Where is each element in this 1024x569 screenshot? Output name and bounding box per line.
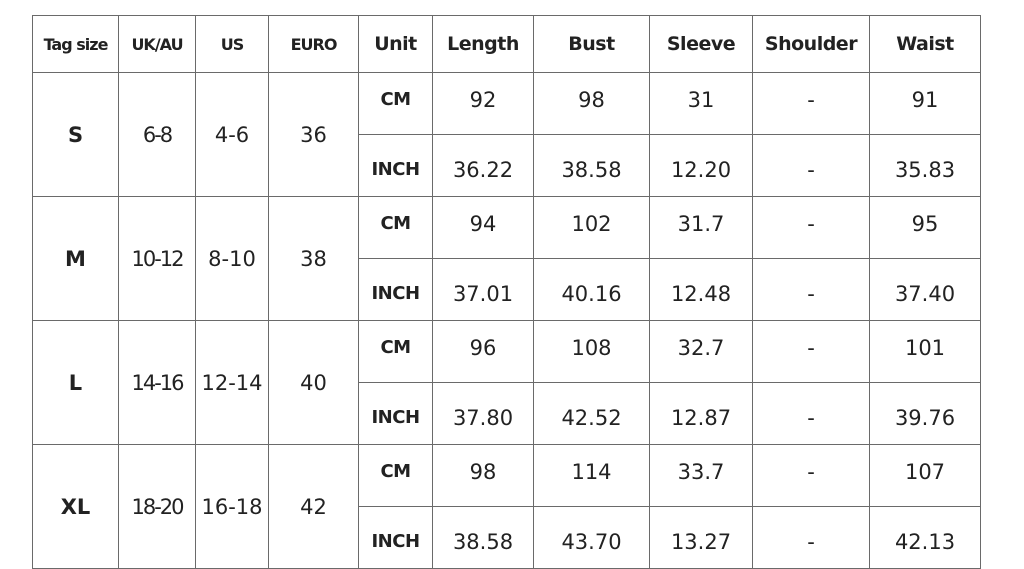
uk-au-cell: 14-16 xyxy=(118,320,196,445)
table-row: S 6-8 4-6 36 CM 92 98 31-91 xyxy=(32,72,981,197)
uk-au-cell: 18-20 xyxy=(118,444,196,569)
table-row: INCH 36.22 38.58 12.20-35.83 xyxy=(33,134,981,197)
column-header-euro: EURO xyxy=(268,15,359,73)
table-row: M 10-12 8-10 38 CM 94 102 31.7-95 xyxy=(32,196,981,321)
sleeve-cell: 33.7 xyxy=(649,444,753,507)
length-cell: 37.01 xyxy=(432,258,534,321)
table-row: INCH 37.01 40.16 12.48-37.40 xyxy=(33,258,981,321)
bust-cell: 98 xyxy=(533,72,650,135)
us-cell: 16-18 xyxy=(195,444,269,569)
length-cell: 96 xyxy=(432,320,534,383)
us-cell: 8-10 xyxy=(195,196,269,321)
column-header-bust: Bust xyxy=(533,15,650,73)
sleeve-cell: 12.48 xyxy=(649,258,753,321)
uk-au-cell: 10-12 xyxy=(118,196,196,321)
waist-cell: 35.83 xyxy=(869,134,981,197)
unit-cell: CM xyxy=(358,196,433,259)
waist-cell: 107 xyxy=(869,444,981,507)
shoulder-cell: - xyxy=(752,444,870,507)
shoulder-cell: - xyxy=(752,506,870,569)
unit-cell: CM xyxy=(358,444,433,507)
sleeve-cell: 31.7 xyxy=(649,196,753,259)
unit-cell: INCH xyxy=(358,382,433,445)
shoulder-cell: - xyxy=(752,72,870,135)
column-header-uk-au: UK/AU xyxy=(118,15,196,73)
tag-size-cell: S xyxy=(32,72,119,197)
sleeve-cell: 31 xyxy=(649,72,753,135)
shoulder-cell: - xyxy=(752,258,870,321)
tag-size-cell: M xyxy=(32,196,119,321)
bust-cell: 43.70 xyxy=(533,506,650,569)
column-header-unit: Unit xyxy=(358,15,433,73)
unit-cell: INCH xyxy=(358,258,433,321)
bust-cell: 42.52 xyxy=(533,382,650,445)
sleeve-cell: 13.27 xyxy=(649,506,753,569)
waist-cell: 37.40 xyxy=(869,258,981,321)
length-cell: 98 xyxy=(432,444,534,507)
column-header-shoulder: Shoulder xyxy=(752,15,870,73)
length-cell: 36.22 xyxy=(432,134,534,197)
bust-cell: 40.16 xyxy=(533,258,650,321)
sleeve-cell: 32.7 xyxy=(649,320,753,383)
euro-cell: 36 xyxy=(268,72,359,197)
column-header-sleeve: Sleeve xyxy=(649,15,753,73)
column-header-waist: Waist xyxy=(869,15,981,73)
shoulder-cell: - xyxy=(752,134,870,197)
euro-cell: 38 xyxy=(268,196,359,321)
header-row: Tag size UK/AU US EURO Unit Length Bust Sleeve S… xyxy=(32,15,981,73)
bust-cell: 108 xyxy=(533,320,650,383)
uk-au-cell: 6-8 xyxy=(118,72,196,197)
waist-cell: 39.76 xyxy=(869,382,981,445)
column-header-length: Length xyxy=(432,15,534,73)
bust-cell: 102 xyxy=(533,196,650,259)
us-cell: 12-14 xyxy=(195,320,269,445)
shoulder-cell: - xyxy=(752,320,870,383)
waist-cell: 42.13 xyxy=(869,506,981,569)
unit-cell: INCH xyxy=(358,134,433,197)
shoulder-cell: - xyxy=(752,382,870,445)
unit-cell: CM xyxy=(358,72,433,135)
length-cell: 94 xyxy=(432,196,534,259)
waist-cell: 95 xyxy=(869,196,981,259)
column-header-tag-size: Tag size xyxy=(32,15,119,73)
unit-cell: INCH xyxy=(358,506,433,569)
column-header-us: US xyxy=(195,15,269,73)
size-chart-table: Tag size UK/AU US EURO Unit Length Bust Sleeve S… xyxy=(32,15,981,569)
sleeve-cell: 12.20 xyxy=(649,134,753,197)
tag-size-cell: L xyxy=(32,320,119,445)
euro-cell: 40 xyxy=(268,320,359,445)
length-cell: 38.58 xyxy=(432,506,534,569)
length-cell: 37.80 xyxy=(432,382,534,445)
waist-cell: 91 xyxy=(869,72,981,135)
us-cell: 4-6 xyxy=(195,72,269,197)
waist-cell: 101 xyxy=(869,320,981,383)
table-row: L 14-16 12-14 40 CM 96 108 32.7-101 xyxy=(32,320,981,445)
bust-cell: 38.58 xyxy=(533,134,650,197)
length-cell: 92 xyxy=(432,72,534,135)
unit-cell: CM xyxy=(358,320,433,383)
euro-cell: 42 xyxy=(268,444,359,569)
bust-cell: 114 xyxy=(533,444,650,507)
shoulder-cell: - xyxy=(752,196,870,259)
table-row: INCH 37.80 42.52 12.87-39.76 xyxy=(33,382,981,445)
tag-size-cell: XL xyxy=(32,444,119,569)
sleeve-cell: 12.87 xyxy=(649,382,753,445)
table-row: XL 18-20 16-18 42 CM 98 114 33.7-107 xyxy=(32,444,981,569)
